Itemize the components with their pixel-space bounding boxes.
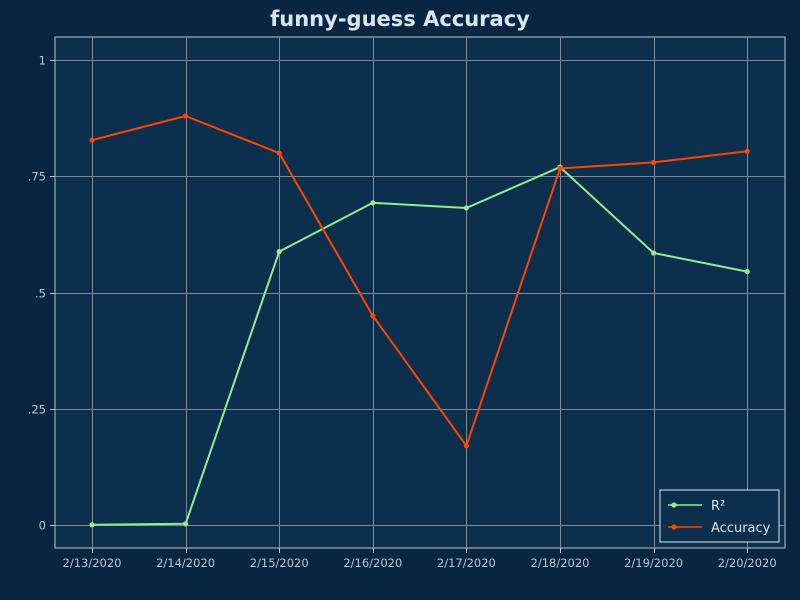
data-point[interactable] [651,250,657,256]
x-tick-label: 2/14/2020 [156,556,215,570]
legend-box [659,489,780,543]
data-point[interactable] [463,443,469,449]
x-tick-label: 2/13/2020 [63,556,122,570]
chart-title: funny-guess Accuracy [270,7,530,31]
data-point[interactable] [744,268,750,275]
legend-item[interactable]: R² [668,499,725,514]
grid [55,37,785,548]
data-point[interactable] [557,165,563,172]
series [89,113,750,528]
y-tick-label: 0 [39,519,46,533]
series-r [89,164,750,528]
x-tick-label: 2/15/2020 [250,556,309,570]
data-point[interactable] [89,137,95,143]
data-point[interactable] [183,113,189,119]
data-point[interactable] [744,148,750,154]
data-point[interactable] [276,150,282,156]
legend-marker [671,502,677,508]
data-point[interactable] [370,200,376,206]
y-tick-label: .75 [28,170,46,184]
x-tick-label: 2/16/2020 [343,556,402,570]
legend-label: Accuracy [711,521,771,536]
x-tick-label: 2/18/2020 [531,556,590,570]
plot-area [54,36,786,549]
legend[interactable]: R² Accuracy [659,489,780,543]
y-tick-label: 1 [39,54,46,68]
data-point[interactable] [370,313,376,319]
data-point[interactable] [183,521,189,527]
y-tick-label: .25 [28,403,46,417]
series-accuracy [89,113,750,449]
data-point[interactable] [276,249,282,255]
data-point[interactable] [463,205,469,211]
series-line [91,166,748,526]
x-tick-label: 2/19/2020 [624,556,683,570]
data-point[interactable] [89,522,95,528]
x-tick-label: 2/17/2020 [437,556,496,570]
axes: 2/13/2020 2/14/2020 2/15/2020 2/16/2020 2/17… [28,54,777,571]
series-line [91,115,748,447]
y-tick-label: .5 [35,287,46,301]
data-point[interactable] [651,159,657,166]
legend-item[interactable]: Accuracy [668,521,771,536]
legend-marker [671,524,677,530]
legend-label: R² [711,499,725,514]
x-tick-label: 2/20/2020 [718,556,777,570]
